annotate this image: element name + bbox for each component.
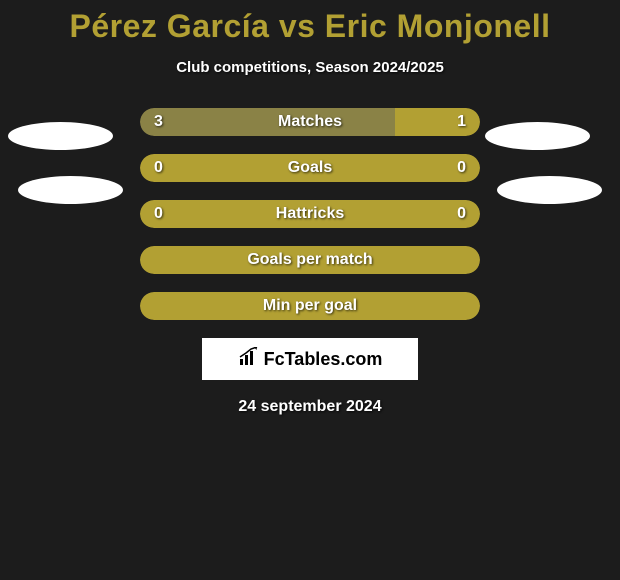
stat-label: Hattricks <box>276 205 344 223</box>
page-title: Pérez García vs Eric Monjonell <box>0 0 620 45</box>
stat-row: Goals per match <box>0 246 620 274</box>
bar-container: Goals 0 0 <box>140 154 480 182</box>
logo-box: FcTables.com <box>202 338 418 380</box>
player-avatar-placeholder <box>497 176 602 204</box>
stat-label: Matches <box>278 113 342 131</box>
stat-value-left: 3 <box>154 113 163 131</box>
date-text: 24 september 2024 <box>0 398 620 416</box>
stat-value-right: 0 <box>457 159 466 177</box>
page-subtitle: Club competitions, Season 2024/2025 <box>0 59 620 76</box>
stat-value-left: 0 <box>154 159 163 177</box>
bar-container: Hattricks 0 0 <box>140 200 480 228</box>
bar-right <box>310 154 480 182</box>
stat-label: Min per goal <box>263 297 357 315</box>
stat-value-right: 1 <box>457 113 466 131</box>
stat-row: Min per goal <box>0 292 620 320</box>
chart-icon <box>238 347 260 372</box>
bar-container: Min per goal <box>140 292 480 320</box>
bar-left <box>140 154 310 182</box>
stat-value-right: 0 <box>457 205 466 223</box>
stat-label: Goals per match <box>247 251 372 269</box>
bar-right <box>395 108 480 136</box>
bar-left <box>140 108 395 136</box>
player-avatar-placeholder <box>485 122 590 150</box>
stat-label: Goals <box>288 159 332 177</box>
logo: FcTables.com <box>238 347 383 372</box>
bar-container: Matches 3 1 <box>140 108 480 136</box>
logo-text: FcTables.com <box>264 349 383 370</box>
player-avatar-placeholder <box>8 122 113 150</box>
stat-row: Hattricks 0 0 <box>0 200 620 228</box>
stat-value-left: 0 <box>154 205 163 223</box>
player-avatar-placeholder <box>18 176 123 204</box>
bar-container: Goals per match <box>140 246 480 274</box>
